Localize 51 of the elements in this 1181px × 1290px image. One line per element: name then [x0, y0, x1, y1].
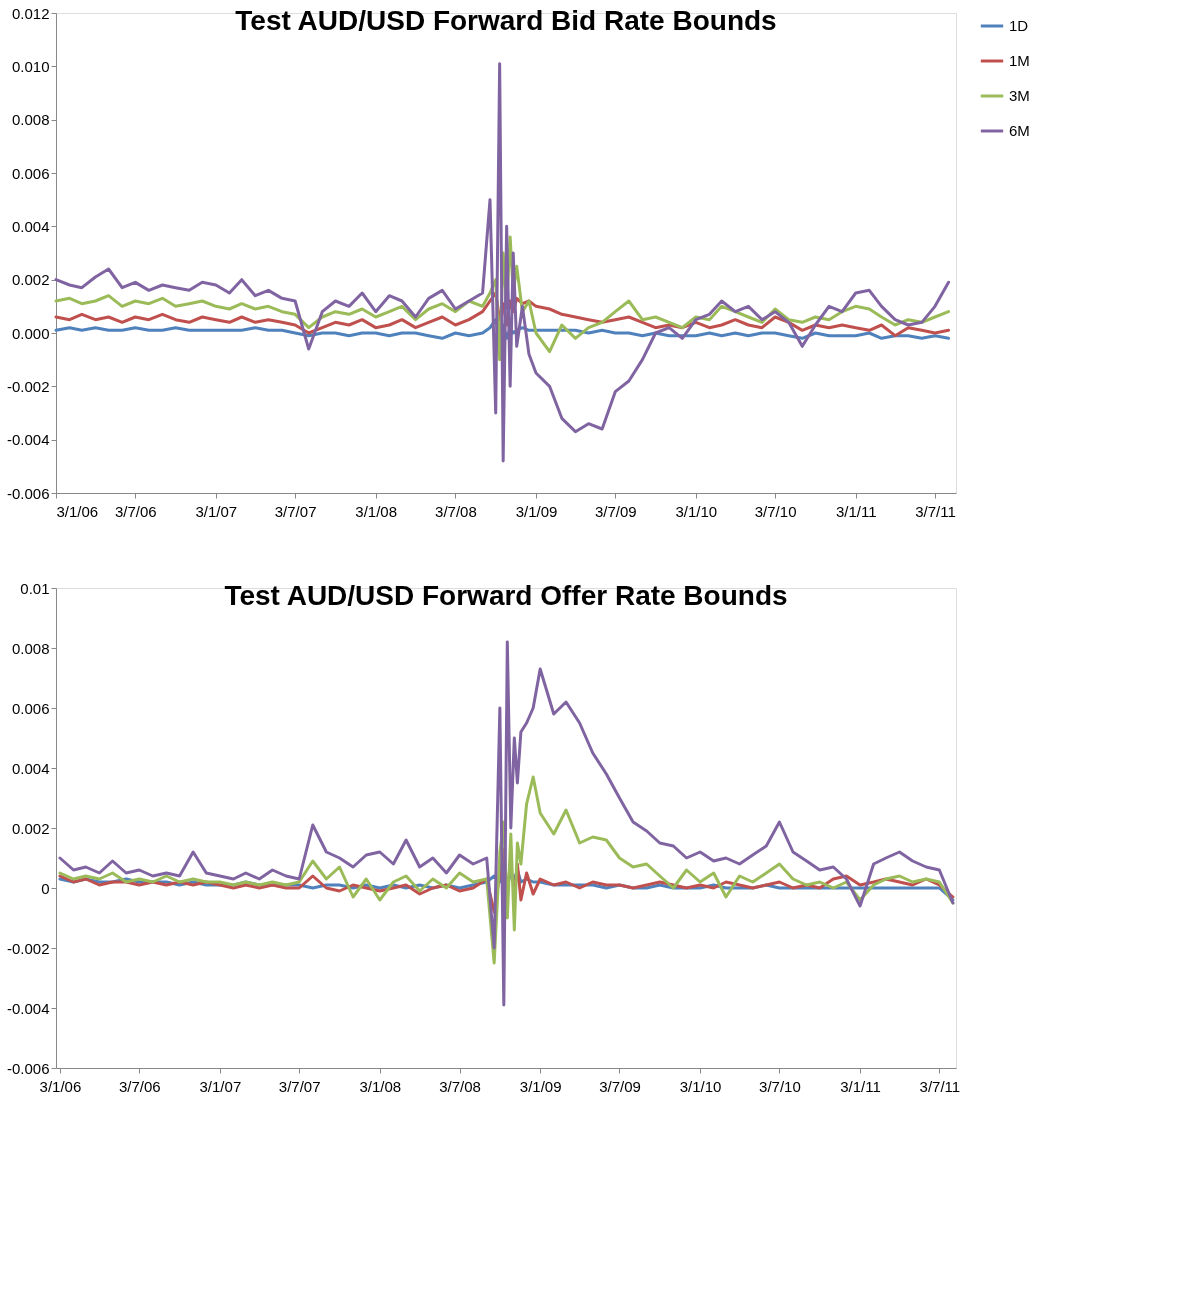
y-tick-label: 0.002	[11, 819, 50, 837]
x-tick-label: 3/7/07	[274, 502, 317, 520]
x-tick-label: 3/7/06	[114, 502, 157, 520]
y-tick-label: -0.002	[6, 377, 50, 395]
x-tick-label: 3/1/10	[679, 1077, 722, 1095]
y-tick-label: 0.008	[11, 111, 50, 129]
x-tick-label: 3/7/07	[278, 1077, 321, 1095]
x-tick-label: 3/7/10	[759, 1077, 801, 1095]
y-tick-label: 0.012	[11, 4, 50, 22]
y-tick-label: 0.004	[11, 759, 50, 777]
y-tick-label: -0.002	[6, 939, 50, 957]
line-series	[54, 62, 951, 463]
y-tick-label: -0.004	[6, 999, 50, 1017]
x-tick-label: 3/1/07	[195, 502, 238, 520]
y-tick-label: -0.004	[6, 431, 50, 449]
x-tick-label: 3/1/11	[840, 1077, 881, 1095]
line-series	[58, 640, 955, 1007]
x-tick-label: 3/1/06	[56, 502, 99, 520]
y-tick-label: -0.006	[6, 1059, 50, 1077]
x-tick-label: 3/1/08	[359, 1077, 402, 1095]
x-tick-label: 3/7/08	[435, 502, 477, 520]
x-tick-label: 3/1/07	[199, 1077, 242, 1095]
legend-label: 1D	[1009, 17, 1029, 34]
x-tick-label: 3/7/09	[594, 502, 637, 520]
chart-title: Test AUD/USD Forward Offer Rate Bounds	[224, 580, 788, 611]
x-tick-label: 3/7/10	[754, 502, 797, 520]
x-tick-label: 3/1/06	[39, 1077, 82, 1095]
y-tick-label: 0.004	[11, 217, 50, 235]
y-tick-label: 0.000	[11, 324, 50, 342]
x-tick-label: 3/7/08	[439, 1077, 481, 1095]
y-tick-label: 0.006	[11, 164, 50, 182]
x-tick-label: 3/7/11	[919, 1077, 961, 1095]
y-tick-label: -0.006	[6, 484, 50, 502]
legend-label: 1M	[1009, 52, 1030, 69]
x-tick-label: 3/1/09	[515, 502, 558, 520]
y-tick-label: 0.002	[11, 271, 50, 289]
x-tick-label: 3/1/08	[355, 502, 398, 520]
legend-label: 3M	[1009, 87, 1030, 104]
x-tick-label: 3/1/10	[675, 502, 718, 520]
x-tick-label: 3/7/06	[118, 1077, 161, 1095]
x-tick-label: 3/7/11	[915, 502, 956, 520]
y-tick-label: 0.006	[11, 699, 50, 717]
x-tick-label: 3/1/11	[835, 502, 877, 520]
y-tick-label: 0	[41, 879, 50, 897]
y-tick-label: 0.010	[11, 57, 50, 75]
y-tick-label: 0.01	[20, 579, 50, 597]
x-tick-label: 3/7/09	[599, 1077, 641, 1095]
y-tick-label: 0.008	[11, 639, 50, 657]
x-tick-label: 3/1/09	[519, 1077, 562, 1095]
chart-title: Test AUD/USD Forward Bid Rate Bounds	[235, 5, 777, 36]
legend-label: 6M	[1009, 122, 1030, 139]
